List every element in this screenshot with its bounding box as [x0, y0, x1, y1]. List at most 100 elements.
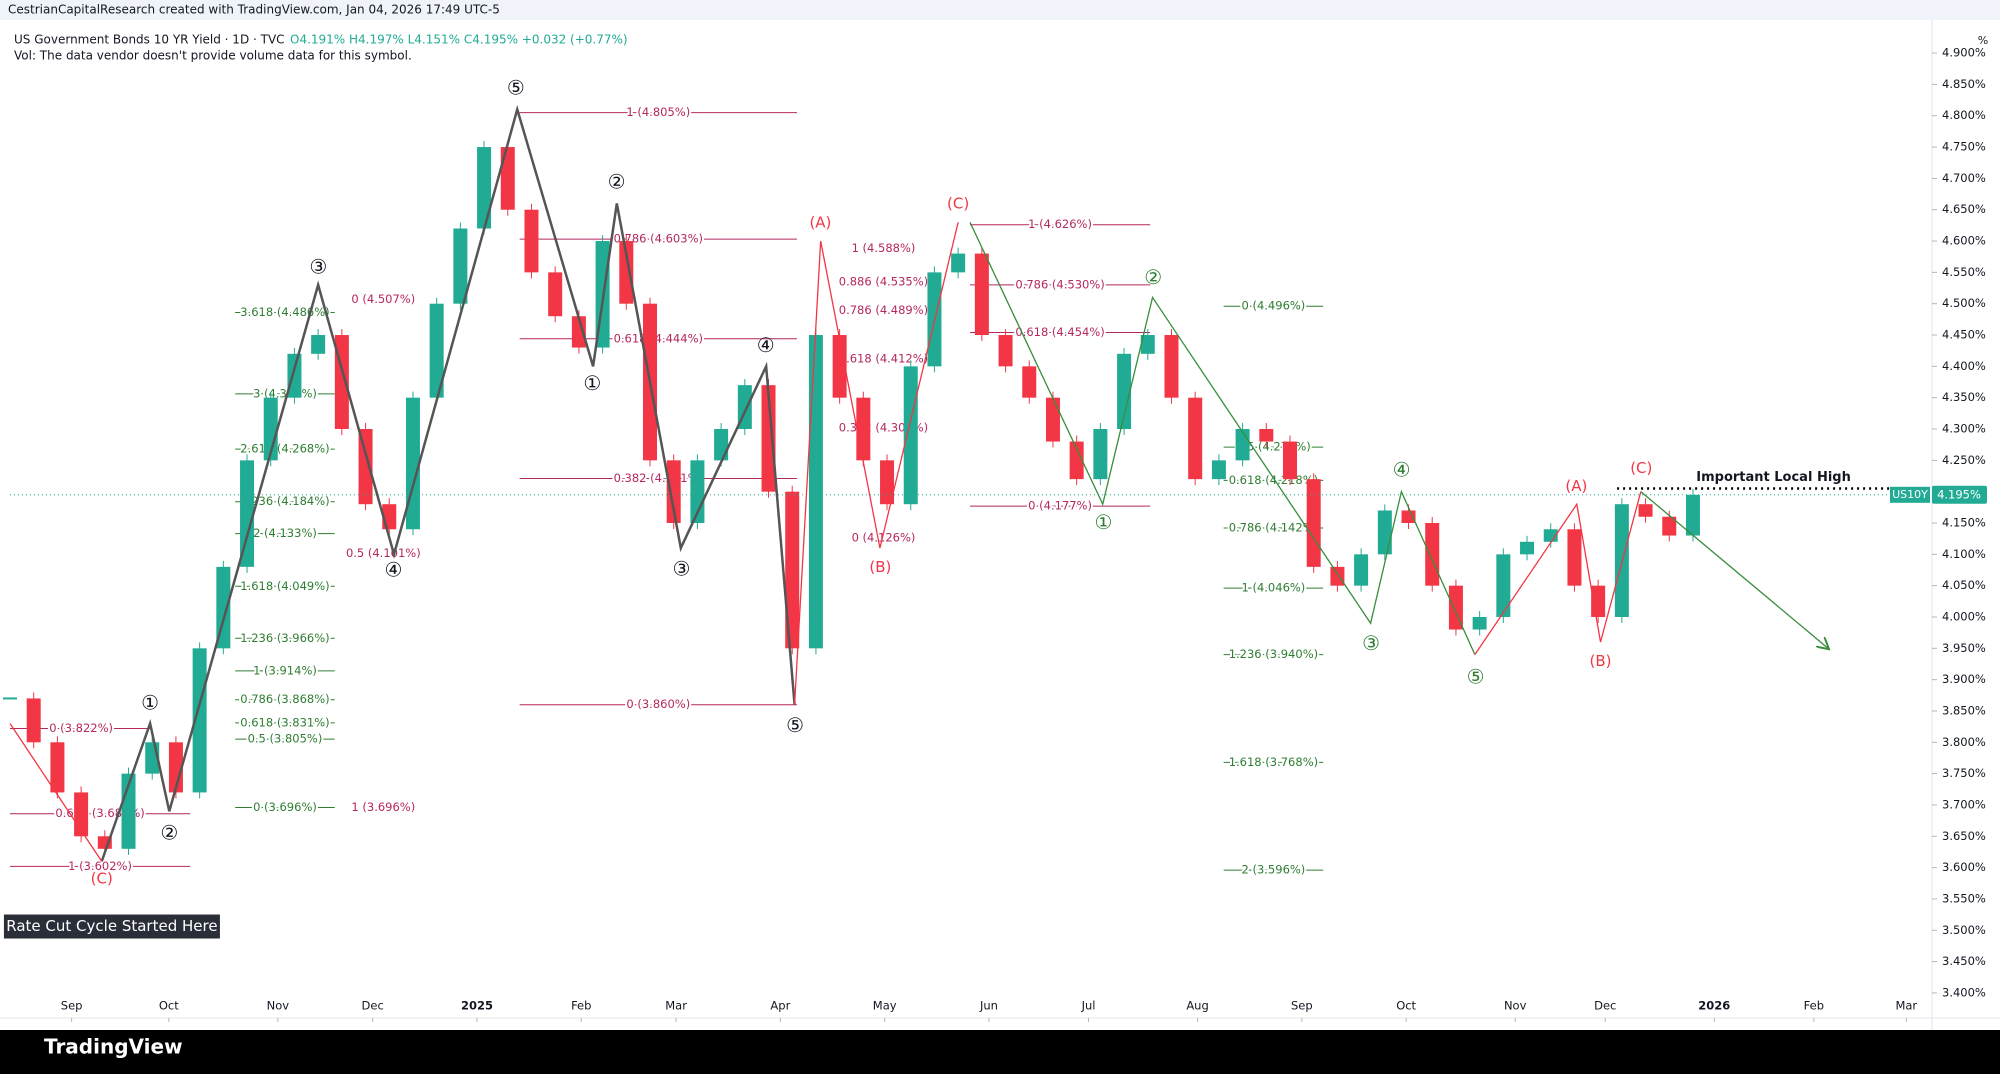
candle	[1022, 366, 1037, 398]
fib-label: 0.5 (4.101%)	[346, 546, 421, 560]
candle	[1093, 429, 1108, 480]
y-tick-label: 3.850%	[1942, 703, 1986, 717]
fib-label: 1.618 (4.049%)	[240, 579, 329, 593]
candle	[619, 241, 634, 304]
candle	[548, 272, 563, 317]
candle	[1117, 353, 1132, 430]
fib-label: 0.618 (4.444%)	[614, 331, 703, 345]
x-tick-label: Apr	[770, 999, 790, 1013]
fib-label: 0.786 (4.489%)	[839, 303, 928, 317]
candle	[287, 353, 302, 398]
candle	[1472, 616, 1487, 630]
y-tick-label: 4.300%	[1942, 422, 1986, 436]
x-tick-label: Nov	[1504, 999, 1527, 1013]
fib-label: 1.236 (3.966%)	[240, 631, 329, 645]
candle	[714, 429, 729, 461]
x-tick-label: 2025	[461, 999, 493, 1013]
wave-label: ①	[1094, 510, 1112, 534]
fib-label: 0 (3.696%)	[253, 800, 317, 814]
y-tick-label: 4.000%	[1942, 609, 1986, 623]
fib-label: 1.618 (3.768%)	[1229, 755, 1318, 769]
candle	[1283, 441, 1297, 480]
candle	[1259, 429, 1274, 442]
candle	[1567, 529, 1582, 586]
fib-label: 1 (3.914%)	[253, 663, 317, 677]
price-tag	[1932, 485, 1987, 504]
y-tick-label: 4.350%	[1942, 390, 1986, 404]
annotation: Rate Cut Cycle Started Here	[6, 917, 217, 935]
y-tick-label: 4.800%	[1942, 108, 1986, 122]
candle	[1354, 554, 1369, 586]
wave-path	[1474, 491, 1642, 655]
wave-path	[969, 221, 1476, 655]
fib-label: 1 (4.626%)	[1028, 217, 1092, 231]
fib-label: 0.786 (4.603%)	[614, 232, 703, 246]
candle	[761, 385, 776, 492]
y-tick-label: 3.800%	[1942, 735, 1986, 749]
y-tick-label: 4.750%	[1942, 140, 1986, 154]
x-tick-label: Mar	[665, 999, 687, 1013]
candle	[1211, 460, 1226, 480]
y-tick-label: 4.500%	[1942, 296, 1986, 310]
fib-label: 0.618 (4.454%)	[1015, 325, 1104, 339]
x-tick-label: Oct	[159, 999, 179, 1013]
candle	[1662, 516, 1677, 536]
candle	[1330, 566, 1345, 586]
x-tick-label: Jul	[1081, 999, 1096, 1013]
header-bar	[0, 0, 2000, 20]
wave-label: ⑤	[786, 713, 804, 737]
fib-label: 0.382 (4.221%)	[614, 471, 703, 485]
wave-label: ③	[309, 254, 327, 278]
fib-label: 0.5 (3.805%)	[248, 732, 323, 746]
candle	[50, 742, 65, 793]
candle	[311, 335, 326, 354]
wave-label: ⑤	[1467, 664, 1485, 688]
y-tick-label: 4.550%	[1942, 265, 1986, 279]
y-tick-label: 3.600%	[1942, 860, 1986, 874]
fib-label: 0 (4.496%)	[1242, 299, 1306, 313]
x-tick-label: Dec	[1594, 999, 1616, 1013]
plot: 0 (3.822%)0.618 (3.686%)1 (3.602%)3.618 …	[3, 75, 1930, 939]
y-tick-label: 3.900%	[1942, 672, 1986, 686]
subtitle: Vol: The data vendor doesn't provide vol…	[14, 49, 412, 63]
fib-label: 0.786 (3.868%)	[240, 692, 329, 706]
fib-label: 1 (3.696%)	[351, 800, 415, 814]
candle	[1401, 510, 1416, 523]
fib-label: 1 (4.805%)	[626, 105, 690, 119]
y-tick-label: 4.450%	[1942, 328, 1986, 342]
x-tick-label: 2026	[1698, 999, 1730, 1013]
candle	[832, 335, 847, 398]
candle	[1306, 479, 1321, 567]
candle	[1045, 397, 1060, 442]
fib-label: 0.618 (3.831%)	[240, 715, 329, 729]
y-tick-label: 4.650%	[1942, 202, 1986, 216]
fib-label: 0 (4.177%)	[1028, 499, 1092, 513]
wave-label: (A)	[1565, 477, 1587, 495]
candle	[1235, 429, 1250, 461]
fib-label: 0 (3.822%)	[49, 721, 113, 735]
candle	[1638, 504, 1653, 517]
header: CestrianCapitalResearch created with Tra…	[8, 3, 500, 17]
y-tick-label: 3.450%	[1942, 954, 1986, 968]
candle	[571, 316, 586, 348]
fib-label: 2 (3.596%)	[1242, 863, 1306, 877]
fib-label: 0.618 (4.412%)	[839, 351, 928, 365]
fib-label: 1.236 (3.940%)	[1229, 647, 1318, 661]
wave-label: (A)	[809, 213, 831, 231]
candle	[429, 303, 444, 398]
candle	[26, 698, 41, 743]
fib-label: 2.618 (4.268%)	[240, 442, 329, 456]
fib-label: 1 (4.046%)	[1242, 581, 1306, 595]
candle	[1188, 397, 1203, 480]
y-tick-label: 4.900%	[1942, 46, 1986, 60]
candle	[808, 335, 823, 649]
fib-label: 0.618 (4.218%)	[1229, 473, 1318, 487]
candle	[974, 253, 989, 336]
wave-label: ④	[385, 558, 403, 582]
y-tick-label: 3.700%	[1942, 797, 1986, 811]
candle	[1685, 494, 1700, 536]
y-tick-label: 3.550%	[1942, 891, 1986, 905]
fib-label: 0 (4.507%)	[351, 292, 415, 306]
